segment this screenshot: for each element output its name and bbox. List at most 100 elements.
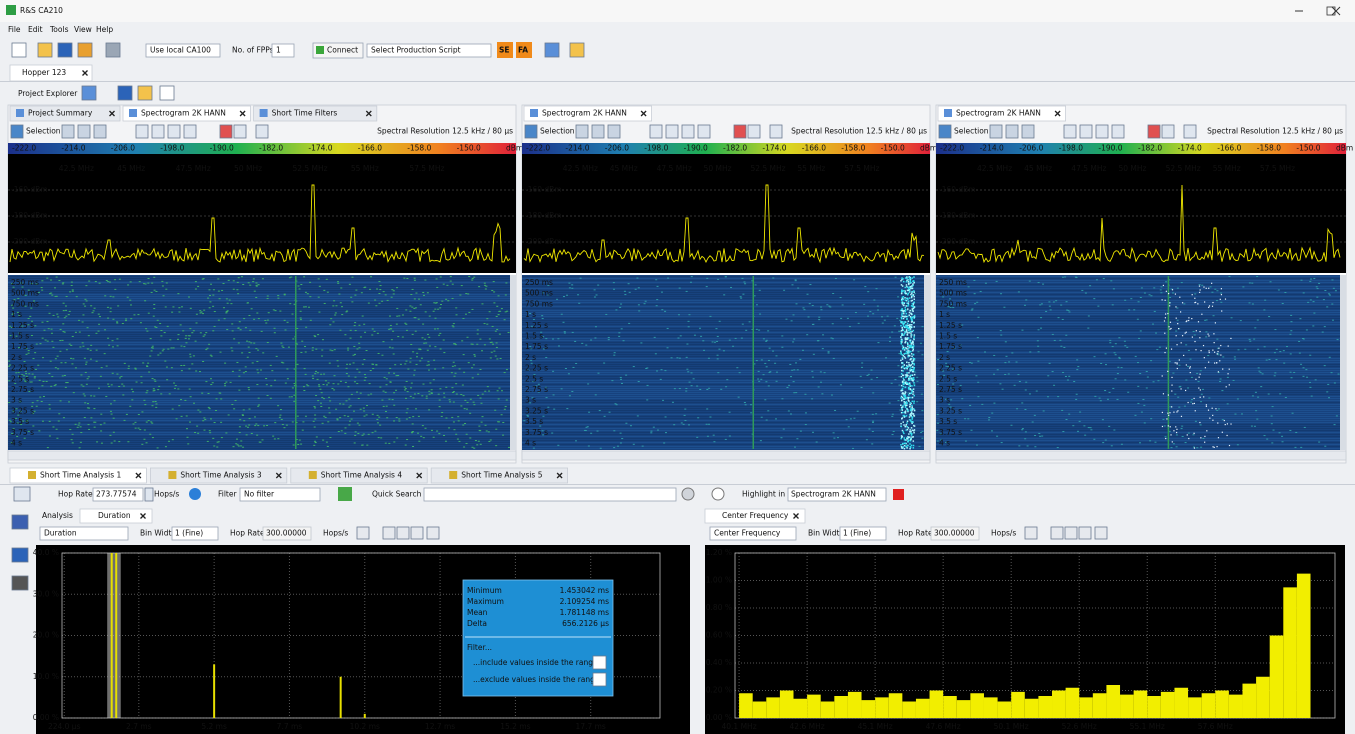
spectrogram-speck — [1299, 353, 1301, 354]
spectrogram-speck — [872, 414, 874, 415]
add-button[interactable] — [338, 487, 352, 501]
toolbar-icon[interactable] — [12, 515, 28, 529]
search-input[interactable] — [424, 488, 676, 501]
toolbar-icon[interactable] — [592, 125, 604, 138]
settings-icon[interactable] — [682, 488, 694, 500]
toolbar-icon[interactable] — [1006, 125, 1018, 138]
toolbar-icon[interactable] — [78, 125, 90, 138]
button-text[interactable]: Selection — [954, 127, 989, 136]
toolbar-icon[interactable] — [136, 125, 148, 138]
toolbar-icon[interactable] — [576, 125, 588, 138]
toolbar-icon[interactable] — [12, 576, 28, 590]
toolbar-icon[interactable] — [94, 125, 106, 138]
toolbar-icon[interactable] — [748, 125, 760, 138]
toolbar-icon[interactable] — [58, 43, 72, 57]
toolbar-icon[interactable] — [411, 527, 423, 539]
toolbar-icon[interactable] — [14, 487, 30, 501]
toolbar-icon[interactable] — [939, 125, 951, 138]
toolbar-icon[interactable] — [1184, 125, 1196, 138]
spectrogram-speck — [1198, 381, 1200, 382]
toolbar-icon[interactable] — [160, 86, 174, 100]
menu-item[interactable]: File — [8, 25, 21, 34]
spectrogram-speck — [1304, 427, 1306, 428]
toolbar-icon[interactable] — [1022, 125, 1034, 138]
toolbar-icon[interactable] — [770, 125, 782, 138]
button-text[interactable]: Selection — [26, 127, 61, 136]
toolbar-icon[interactable] — [138, 86, 152, 100]
toolbar-icon[interactable] — [570, 43, 584, 57]
menu-item[interactable]: ...exclude values inside the range — [473, 675, 600, 684]
toolbar-icon[interactable] — [698, 125, 710, 138]
spectrogram-speck — [329, 400, 331, 401]
toolbar-icon[interactable] — [82, 86, 96, 100]
toolbar-icon[interactable] — [12, 43, 26, 57]
toolbar-icon[interactable] — [1148, 125, 1160, 138]
toolbar-icon[interactable] — [1080, 125, 1092, 138]
toolbar-icon[interactable] — [593, 656, 606, 669]
toolbar-icon[interactable] — [184, 125, 196, 138]
toolbar-icon[interactable] — [106, 43, 120, 57]
button-text[interactable]: Project Explorer — [18, 89, 78, 98]
noise-column — [903, 433, 905, 435]
menu-item[interactable]: Edit — [28, 25, 43, 34]
tab-label[interactable]: Analysis — [42, 511, 73, 520]
toolbar-icon[interactable] — [1064, 125, 1076, 138]
toolbar-icon[interactable] — [734, 125, 746, 138]
toolbar-icon[interactable] — [608, 125, 620, 138]
toolbar-icon[interactable] — [990, 125, 1002, 138]
spectrogram-speck — [35, 369, 37, 370]
toolbar-icon[interactable] — [593, 673, 606, 686]
toolbar-icon[interactable] — [78, 43, 92, 57]
toolbar-icon[interactable] — [682, 125, 694, 138]
spectrogram-speck — [195, 371, 197, 372]
toolbar-icon[interactable] — [234, 125, 246, 138]
toolbar-icon[interactable] — [1096, 125, 1108, 138]
toolbar-icon[interactable] — [256, 125, 268, 138]
toolbar-icon[interactable] — [1079, 527, 1091, 539]
button-text[interactable]: Selection — [540, 127, 575, 136]
toolbar-icon[interactable] — [397, 527, 409, 539]
refresh-icon[interactable] — [189, 488, 201, 500]
toolbar-icon[interactable] — [62, 125, 74, 138]
refresh-icon[interactable] — [712, 488, 724, 500]
spectrogram-speck — [1294, 447, 1296, 448]
toolbar-icon[interactable] — [1025, 527, 1037, 539]
toolbar-icon[interactable] — [1065, 527, 1077, 539]
spectrogram-speck — [230, 382, 232, 383]
toolbar-icon[interactable] — [357, 527, 369, 539]
toolbar-icon[interactable] — [118, 86, 132, 100]
bar — [780, 691, 794, 719]
x-tick-label: 224.0 µs — [48, 722, 81, 731]
toolbar-icon[interactable] — [545, 43, 559, 57]
spectrogram-speck — [85, 372, 87, 373]
toolbar-icon[interactable] — [12, 548, 28, 562]
noise-column — [913, 402, 915, 404]
toolbar-icon[interactable] — [666, 125, 678, 138]
menu-item[interactable]: Help — [96, 25, 113, 34]
spectrogram-speck — [110, 308, 112, 309]
menu-item[interactable]: Tools — [49, 25, 69, 34]
spectrogram-speck — [872, 313, 874, 314]
toolbar-icon[interactable] — [220, 125, 232, 138]
toolbar-icon[interactable] — [383, 527, 395, 539]
toolbar-icon[interactable] — [1112, 125, 1124, 138]
toolbar-icon[interactable] — [1162, 125, 1174, 138]
toolbar-icon[interactable] — [525, 125, 537, 138]
toolbar-icon[interactable] — [11, 125, 23, 138]
spectrogram-speck — [1200, 401, 1202, 402]
toolbar-icon[interactable] — [1051, 527, 1063, 539]
toolbar-icon[interactable] — [427, 527, 439, 539]
menu-item[interactable]: View — [74, 25, 92, 34]
menu-item[interactable]: ...include values inside the range — [473, 658, 598, 667]
spectrogram-speck — [811, 371, 813, 372]
toolbar-icon[interactable] — [168, 125, 180, 138]
toolbar-icon[interactable] — [145, 488, 153, 501]
toolbar-icon[interactable] — [1095, 527, 1107, 539]
spectrogram-speck — [84, 299, 86, 300]
color-button[interactable] — [893, 489, 904, 500]
toolbar-icon[interactable] — [650, 125, 662, 138]
spectrogram-dot — [1219, 360, 1220, 361]
spectrogram-speck — [1303, 376, 1305, 377]
toolbar-icon[interactable] — [152, 125, 164, 138]
toolbar-icon[interactable] — [38, 43, 52, 57]
